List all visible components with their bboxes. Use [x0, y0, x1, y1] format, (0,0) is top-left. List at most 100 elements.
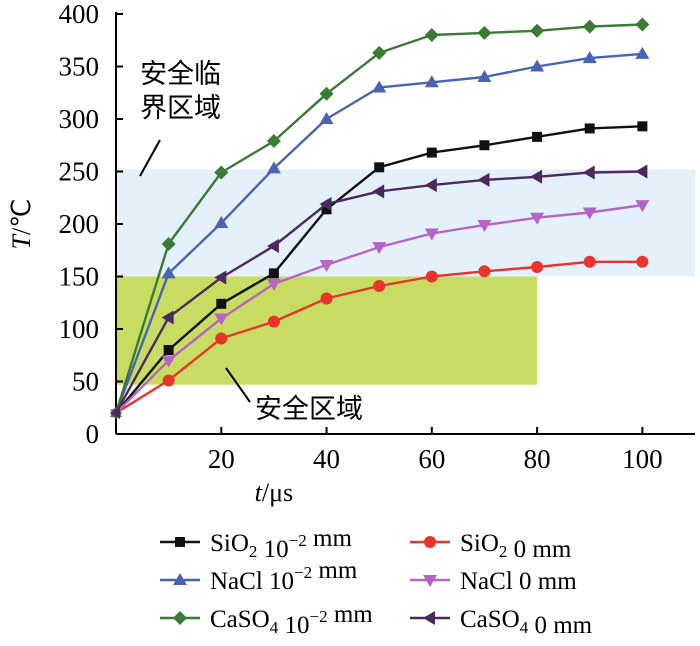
marker-circle: [425, 270, 438, 283]
marker-diamond: [161, 236, 176, 251]
legend-base: SiO: [210, 530, 249, 557]
legend-sup: −2: [309, 607, 327, 626]
critical-region-label: 安全临: [140, 59, 221, 90]
marker-circle: [478, 265, 491, 278]
marker-diamond: [173, 611, 187, 625]
legend-label: NaCl 10−2 mm: [210, 557, 358, 595]
x-tick-label: 40: [313, 444, 340, 474]
legend-base: SiO: [460, 530, 499, 557]
marker-triangle-down: [214, 313, 229, 326]
marker-square: [637, 121, 648, 132]
x-tick-label: 80: [524, 444, 551, 474]
legend-base: CaSO: [210, 606, 270, 633]
marker-triangle-down: [424, 228, 439, 241]
legend-label: NaCl 0 mm: [460, 568, 577, 595]
marker-square: [321, 204, 332, 215]
critical-region-label: 界区域: [140, 93, 221, 124]
marker-circle: [636, 255, 649, 268]
marker-triangle-up: [582, 51, 597, 64]
safety-region-label: 安全区域: [255, 394, 363, 425]
y-tick-label: 200: [59, 209, 100, 239]
y-axis-unit: /℃: [7, 199, 36, 235]
series-sio2-0-mm: [111, 255, 649, 418]
marker-triangle-down: [161, 355, 176, 368]
critical-safety-region: [116, 169, 695, 277]
marker-triangle-down: [423, 575, 437, 587]
legend-sub: 2: [249, 542, 258, 561]
marker-triangle-up: [635, 46, 650, 59]
marker-triangle-up: [424, 75, 439, 88]
marker-triangle-left: [424, 178, 437, 193]
series-nacl-10-2-mm: [110, 46, 650, 417]
marker-square: [479, 140, 490, 151]
marker-circle: [531, 261, 544, 274]
y-tick-label: 150: [59, 262, 100, 292]
critical-region-pointer: [139, 139, 161, 177]
marker-circle: [583, 255, 596, 268]
marker-triangle-up: [173, 573, 187, 585]
marker-triangle-down: [530, 212, 545, 225]
marker-diamond: [530, 23, 545, 38]
legend-item: CaSO4 0 mm: [410, 606, 593, 639]
marker-triangle-left: [266, 239, 279, 254]
marker-triangle-left: [161, 310, 174, 325]
series-caso4-10-2-mm: [110, 17, 650, 419]
legend-label: CaSO4 10−2 mm: [210, 601, 373, 639]
series-group: [110, 17, 650, 419]
y-axis-title: T/℃: [7, 199, 36, 250]
marker-diamond: [372, 45, 387, 60]
marker-triangle-left: [582, 165, 595, 180]
marker-circle: [424, 536, 436, 548]
legend-sub: 4: [520, 618, 529, 637]
legend-label: SiO2 0 mm: [460, 530, 572, 563]
marker-square: [216, 298, 227, 309]
marker-square: [532, 131, 543, 142]
marker-triangle-down: [582, 207, 597, 220]
legend-item: SiO2 10−2 mm: [160, 525, 352, 563]
x-axis-unit: /μs: [262, 478, 293, 507]
marker-triangle-up: [319, 112, 334, 124]
series-sio2-10-2-mm: [112, 121, 648, 417]
marker-circle: [373, 279, 386, 292]
legend-tail: mm: [307, 525, 353, 552]
marker-circle: [320, 292, 333, 305]
marker-triangle-up: [214, 215, 229, 228]
legend-tail: mm: [328, 601, 374, 628]
legend-item: NaCl 10−2 mm: [160, 557, 358, 595]
y-tick-label: 250: [59, 157, 100, 187]
legend-label: CaSO4 0 mm: [460, 606, 593, 639]
marker-square: [175, 537, 185, 547]
y-axis-var: T: [7, 233, 36, 249]
x-tick-label: 100: [622, 444, 663, 474]
marker-square: [426, 147, 437, 158]
x-axis-title: t/μs: [255, 478, 294, 507]
legend-label: SiO2 10−2 mm: [210, 525, 352, 563]
marker-diamond: [477, 25, 492, 40]
marker-triangle-left: [530, 169, 543, 184]
marker-triangle-up: [530, 59, 545, 72]
marker-diamond: [635, 17, 650, 32]
y-tick-label: 50: [72, 367, 99, 397]
marker-diamond: [214, 165, 229, 180]
axes: 0 50 100 150 200 250 300 350 400 20 40 60 80 100 t/μs T…: [7, 0, 695, 507]
marker-triangle-down: [477, 220, 492, 233]
y-tick-label: 0: [86, 419, 100, 449]
marker-triangle-up: [161, 266, 176, 279]
legend-mid: 10: [263, 568, 294, 595]
marker-triangle-left: [423, 611, 435, 625]
marker-triangle-down: [266, 278, 281, 291]
marker-circle: [267, 315, 280, 328]
marker-diamond: [319, 86, 334, 101]
marker-triangle-left: [110, 407, 120, 419]
marker-circle: [215, 332, 228, 345]
marker-triangle-down: [372, 242, 387, 255]
legend-base: NaCl: [460, 568, 513, 595]
legend-sub: 2: [499, 542, 508, 561]
marker-triangle-up: [372, 80, 387, 93]
legend-base: NaCl: [210, 568, 263, 595]
marker-triangle-up: [477, 70, 492, 82]
marker-square: [584, 123, 595, 134]
legend-item: SiO2 0 mm: [410, 530, 572, 563]
